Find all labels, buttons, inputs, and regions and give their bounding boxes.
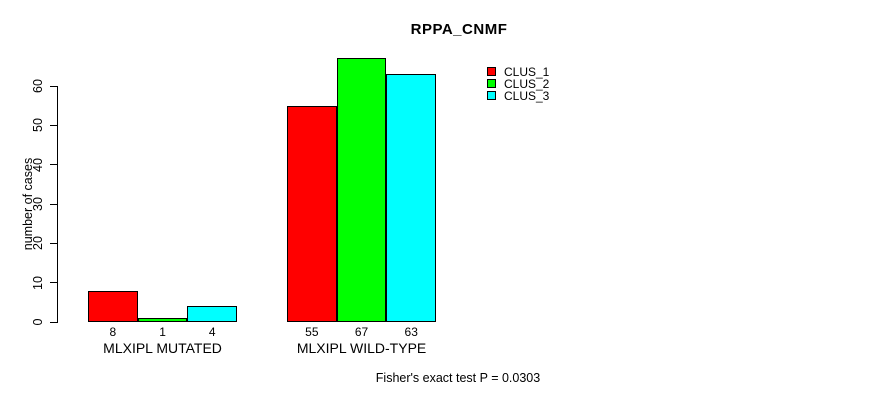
x-category-label: MLXIPL MUTATED — [103, 340, 222, 356]
x-category-label: MLXIPL WILD-TYPE — [296, 340, 427, 356]
bar-clus_2-mutated — [137, 318, 188, 322]
y-tick-mark — [50, 164, 57, 166]
y-tick-mark — [50, 242, 57, 244]
y-tick-label: 40 — [31, 157, 45, 172]
y-tick-mark — [50, 282, 57, 284]
y-tick-label: 0 — [31, 318, 45, 326]
legend-label: CLUS_3 — [504, 89, 550, 103]
y-tick-label: 60 — [31, 79, 45, 93]
y-tick-mark — [50, 85, 57, 87]
legend-item-clus_3: CLUS_3 — [487, 90, 567, 102]
bar-clus_2-wild-type — [336, 58, 387, 322]
bar-value-label: 4 — [208, 325, 216, 339]
legend-label: CLUS_2 — [504, 77, 550, 91]
bar-clus_3-mutated — [187, 306, 238, 322]
bar-clus_3-wild-type — [386, 74, 437, 322]
y-tick-mark — [50, 203, 57, 205]
legend-item-clus_1: CLUS_1 — [487, 66, 567, 78]
bar-value-label: 1 — [159, 325, 166, 339]
clus_3-swatch — [487, 91, 496, 100]
y-tick-label: 50 — [31, 118, 45, 133]
bar-value-label: 67 — [354, 325, 369, 339]
bar-value-label: 55 — [305, 325, 319, 339]
chart-title: RPPA_CNMF — [410, 21, 508, 38]
clus_1-swatch — [487, 67, 496, 76]
y-tick-label: 20 — [31, 236, 45, 251]
legend-label: CLUS_1 — [504, 65, 550, 79]
clus_2-swatch — [487, 79, 496, 88]
y-tick-label: 10 — [31, 275, 45, 290]
y-axis-line — [57, 86, 58, 323]
y-tick-label: 30 — [31, 197, 45, 211]
bar-value-label: 8 — [109, 325, 117, 339]
y-tick-mark — [50, 124, 57, 126]
bar-value-label: 63 — [404, 325, 418, 339]
y-tick-mark — [50, 321, 57, 323]
bar-clus_1-mutated — [88, 290, 138, 322]
fisher-test-annotation: Fisher's exact test P = 0.0303 — [375, 371, 541, 385]
legend-item-clus_2: CLUS_2 — [487, 78, 567, 90]
bar-clus_1-wild-type — [287, 105, 337, 322]
